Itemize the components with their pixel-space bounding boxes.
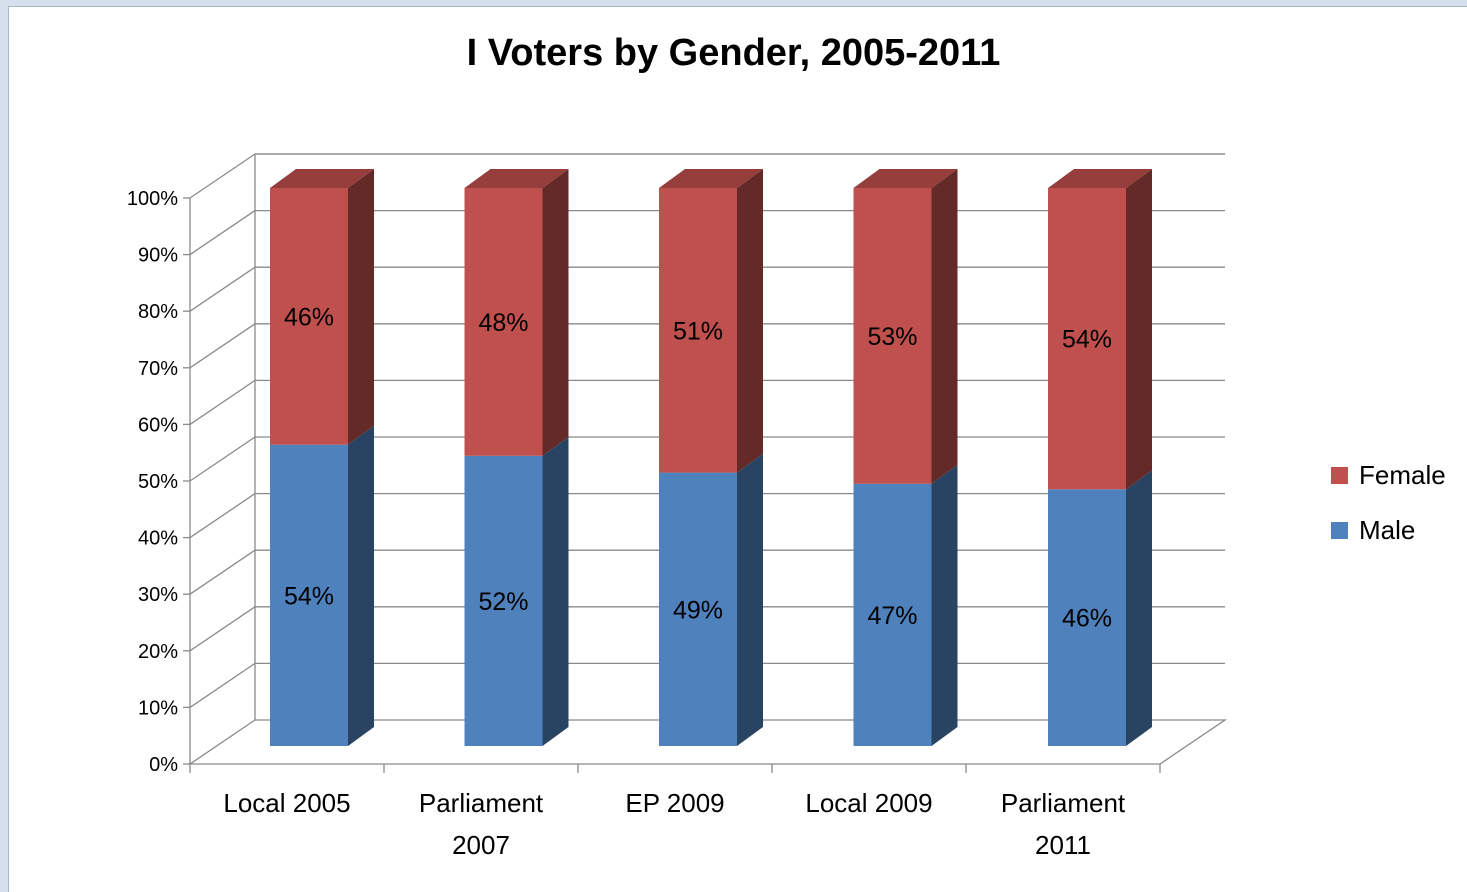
legend: Female Male — [1331, 448, 1446, 558]
bar-side — [543, 437, 569, 746]
gridline-side — [190, 211, 255, 255]
data-label: 46% — [284, 303, 334, 331]
x-tick-label: Parliament — [1001, 788, 1126, 818]
bar-side — [932, 169, 958, 484]
bar-side — [1126, 169, 1152, 489]
y-tick-label: 60% — [138, 414, 178, 436]
legend-item-male: Male — [1331, 503, 1446, 558]
gridline-side — [190, 154, 255, 198]
bar-side — [932, 465, 958, 746]
gridline-side — [190, 437, 255, 481]
legend-label-female: Female — [1359, 460, 1446, 491]
x-tick-label: EP 2009 — [625, 788, 724, 818]
data-label: 46% — [1062, 605, 1112, 633]
y-tick-label: 80% — [138, 301, 178, 323]
bar-side — [737, 454, 763, 746]
gridline-side — [190, 494, 255, 538]
gridline-side — [190, 663, 255, 707]
y-tick-label: 20% — [138, 641, 178, 663]
legend-swatch-male — [1331, 522, 1348, 539]
gridline-side — [190, 324, 255, 368]
data-label: 51% — [673, 317, 723, 345]
bar-side — [348, 169, 374, 445]
x-tick-label: 2007 — [452, 830, 510, 860]
gridline-side — [190, 607, 255, 651]
bar-side — [1126, 470, 1152, 746]
legend-swatch-female — [1331, 467, 1348, 484]
data-label: 49% — [673, 596, 723, 624]
y-tick-label: 30% — [138, 584, 178, 606]
y-tick-label: 70% — [138, 358, 178, 380]
data-label: 53% — [867, 323, 917, 351]
bar-side — [737, 169, 763, 473]
y-tick-label: 40% — [138, 528, 178, 550]
y-tick-label: 100% — [127, 188, 178, 210]
gridline-side — [190, 550, 255, 594]
legend-label-male: Male — [1359, 515, 1415, 546]
data-label: 48% — [478, 309, 528, 337]
gridline-side — [190, 380, 255, 424]
data-label: 54% — [284, 582, 334, 610]
bar-side — [348, 426, 374, 746]
x-tick-label: Parliament — [419, 788, 544, 818]
data-label: 54% — [1062, 326, 1112, 354]
data-label: 47% — [867, 602, 917, 630]
x-tick-label: Local 2005 — [223, 788, 350, 818]
y-tick-label: 50% — [138, 471, 178, 493]
x-tick-label: 2011 — [1035, 830, 1091, 860]
y-tick-label: 90% — [138, 245, 178, 267]
legend-item-female: Female — [1331, 448, 1446, 503]
bar-side — [543, 169, 569, 456]
y-tick-label: 10% — [138, 697, 178, 719]
x-tick-label: Local 2009 — [805, 788, 932, 818]
gridline-side — [190, 267, 255, 311]
y-tick-label: 0% — [149, 754, 178, 776]
data-label: 52% — [478, 588, 528, 616]
